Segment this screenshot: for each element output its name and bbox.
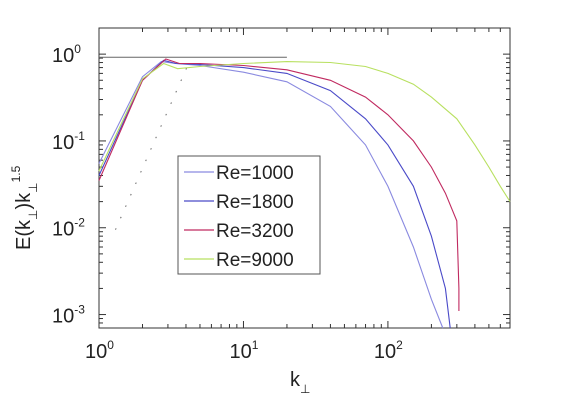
- axis-ticks: [98, 27, 511, 329]
- legend: Re=1000 Re=1800 Re=3200 Re=9000: [177, 155, 321, 275]
- series-lines: [98, 58, 511, 329]
- y-tick-label: 10-2: [52, 216, 85, 241]
- tick-labels: 100 101 102 100 10-1 10-2 10-3: [52, 42, 403, 363]
- x-tick-label: 101: [229, 338, 258, 363]
- legend-label: Re=1800: [216, 192, 294, 213]
- series-line: [98, 58, 460, 311]
- legend-label: Re=3200: [216, 221, 294, 242]
- reference-lines: [99, 56, 287, 230]
- x-tick-label: 100: [85, 338, 114, 363]
- plot-frame: [98, 27, 511, 329]
- y-axis-title: E(k⊥)k⊥1.5: [9, 165, 40, 250]
- legend-label: Re=9000: [216, 250, 294, 271]
- x-tick-label: 102: [374, 338, 403, 363]
- legend-box: [177, 155, 321, 275]
- y-tick-label: 10-3: [52, 303, 85, 328]
- series-line: [98, 59, 451, 329]
- legend-label: Re=1000: [216, 163, 294, 184]
- y-tick-label: 10-1: [52, 129, 85, 154]
- y-tick-label: 100: [52, 42, 81, 67]
- series-line: [98, 61, 444, 329]
- series-line: [98, 61, 511, 202]
- x-axis-title: k⊥: [290, 369, 310, 396]
